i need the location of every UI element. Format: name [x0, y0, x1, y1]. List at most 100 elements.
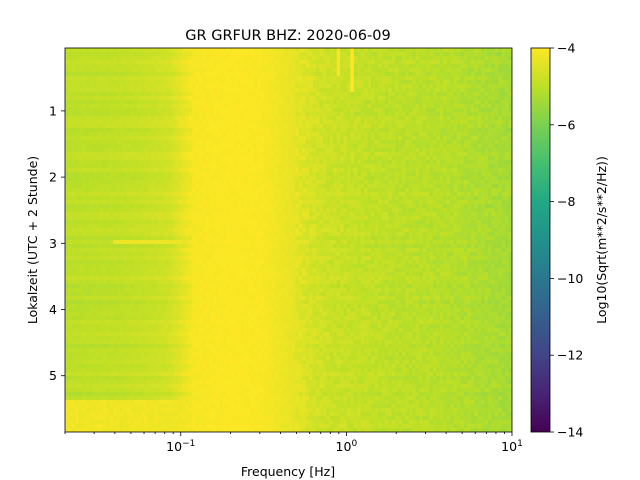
heatmap-cell — [456, 88, 462, 93]
heatmap-cell — [343, 180, 348, 185]
heatmap-cell — [78, 72, 83, 77]
heatmap-cell — [247, 156, 252, 161]
heatmap-cell — [340, 144, 345, 149]
heatmap-cell — [405, 48, 410, 53]
heatmap-cell — [467, 196, 472, 201]
heatmap-cell — [422, 184, 427, 189]
heatmap-cell — [456, 108, 462, 113]
heatmap-cell — [319, 100, 324, 105]
heatmap-cell — [360, 120, 365, 125]
heatmap-cell — [216, 68, 221, 73]
heatmap-cell — [426, 192, 431, 197]
heatmap-cell — [271, 96, 276, 101]
heatmap-cell — [137, 48, 142, 53]
heatmap-cell — [65, 192, 70, 197]
heatmap-cell — [171, 116, 176, 121]
heatmap-cell — [130, 184, 135, 189]
heatmap-cell — [398, 184, 403, 189]
heatmap-cell — [205, 144, 211, 149]
heatmap-cell — [120, 120, 125, 125]
heatmap-cell — [99, 92, 104, 97]
heatmap-cell — [250, 196, 255, 201]
heatmap-cell — [82, 64, 87, 69]
heatmap-cell — [250, 168, 255, 173]
heatmap-cell — [291, 112, 296, 117]
heatmap-cell — [508, 148, 512, 153]
heatmap-cell — [426, 164, 431, 169]
heatmap-cell — [130, 140, 135, 145]
heatmap-cell — [133, 152, 138, 157]
heatmap-cell — [185, 164, 190, 169]
heatmap-cell — [102, 60, 107, 65]
heatmap-cell — [95, 108, 100, 113]
heatmap-cell — [178, 96, 183, 101]
heatmap-cell — [164, 196, 169, 201]
heatmap-cell — [436, 140, 441, 145]
heatmap-cell — [233, 136, 238, 141]
heatmap-cell — [302, 160, 307, 165]
heatmap-cell — [340, 104, 345, 109]
heatmap-cell — [226, 128, 231, 133]
heatmap-cell — [181, 112, 186, 117]
heatmap-cell — [219, 156, 224, 161]
heatmap-cell — [388, 196, 393, 201]
heatmap-cell — [395, 160, 400, 165]
heatmap-cell — [192, 180, 197, 185]
heatmap-cell — [481, 104, 486, 109]
heatmap-cell — [147, 184, 152, 189]
heatmap-cell — [113, 68, 118, 73]
heatmap-cell — [216, 104, 221, 109]
heatmap-cell — [501, 52, 506, 57]
heatmap-cell — [491, 132, 496, 137]
heatmap-cell — [164, 56, 169, 61]
heatmap-cell — [264, 184, 269, 189]
heatmap-cell — [508, 68, 512, 73]
heatmap-cell — [398, 108, 403, 113]
heatmap-cell — [254, 156, 259, 161]
heatmap-cell — [233, 188, 238, 193]
heatmap-cell — [408, 136, 413, 141]
heatmap-cell — [133, 176, 138, 181]
heatmap-cell — [209, 184, 214, 189]
heatmap-cell — [405, 140, 410, 145]
heatmap-cell — [281, 176, 286, 181]
heatmap-cell — [68, 96, 73, 101]
heatmap-cell — [436, 56, 441, 61]
heatmap-cell — [202, 100, 207, 105]
heatmap-cell — [316, 192, 321, 197]
heatmap-cell — [113, 168, 118, 173]
heatmap-cell — [501, 144, 506, 149]
heatmap-cell — [226, 112, 231, 117]
heatmap-cell — [223, 152, 228, 157]
heatmap-cell — [450, 88, 455, 93]
heatmap-cell — [305, 168, 310, 173]
heatmap-cell — [408, 68, 413, 73]
heatmap-cell — [267, 128, 272, 133]
heatmap-cell — [474, 196, 479, 201]
heatmap-cell — [133, 124, 138, 129]
heatmap-cell — [391, 80, 396, 85]
heatmap-cell — [505, 148, 510, 153]
heatmap-cell — [150, 152, 155, 157]
heatmap-cell — [460, 76, 465, 81]
heatmap-cell — [264, 180, 269, 185]
heatmap-cell — [505, 60, 510, 65]
heatmap-cell — [178, 60, 183, 65]
heatmap-cell — [439, 176, 444, 181]
heatmap-cell — [157, 188, 162, 193]
heatmap-cell — [477, 156, 482, 161]
heatmap-cell — [319, 140, 324, 145]
heatmap-cell — [367, 152, 372, 157]
heatmap-cell — [456, 192, 462, 197]
heatmap-cell — [426, 136, 431, 141]
heatmap-cell — [453, 48, 458, 53]
heatmap-cell — [150, 104, 155, 109]
heatmap-cell — [126, 180, 131, 185]
heatmap-cell — [99, 132, 104, 137]
heatmap-cell — [171, 96, 176, 101]
heatmap-cell — [178, 120, 183, 125]
heatmap-cell — [243, 48, 248, 53]
heatmap-cell — [130, 192, 135, 197]
heatmap-cell — [377, 164, 382, 169]
heatmap-cell — [350, 168, 355, 173]
